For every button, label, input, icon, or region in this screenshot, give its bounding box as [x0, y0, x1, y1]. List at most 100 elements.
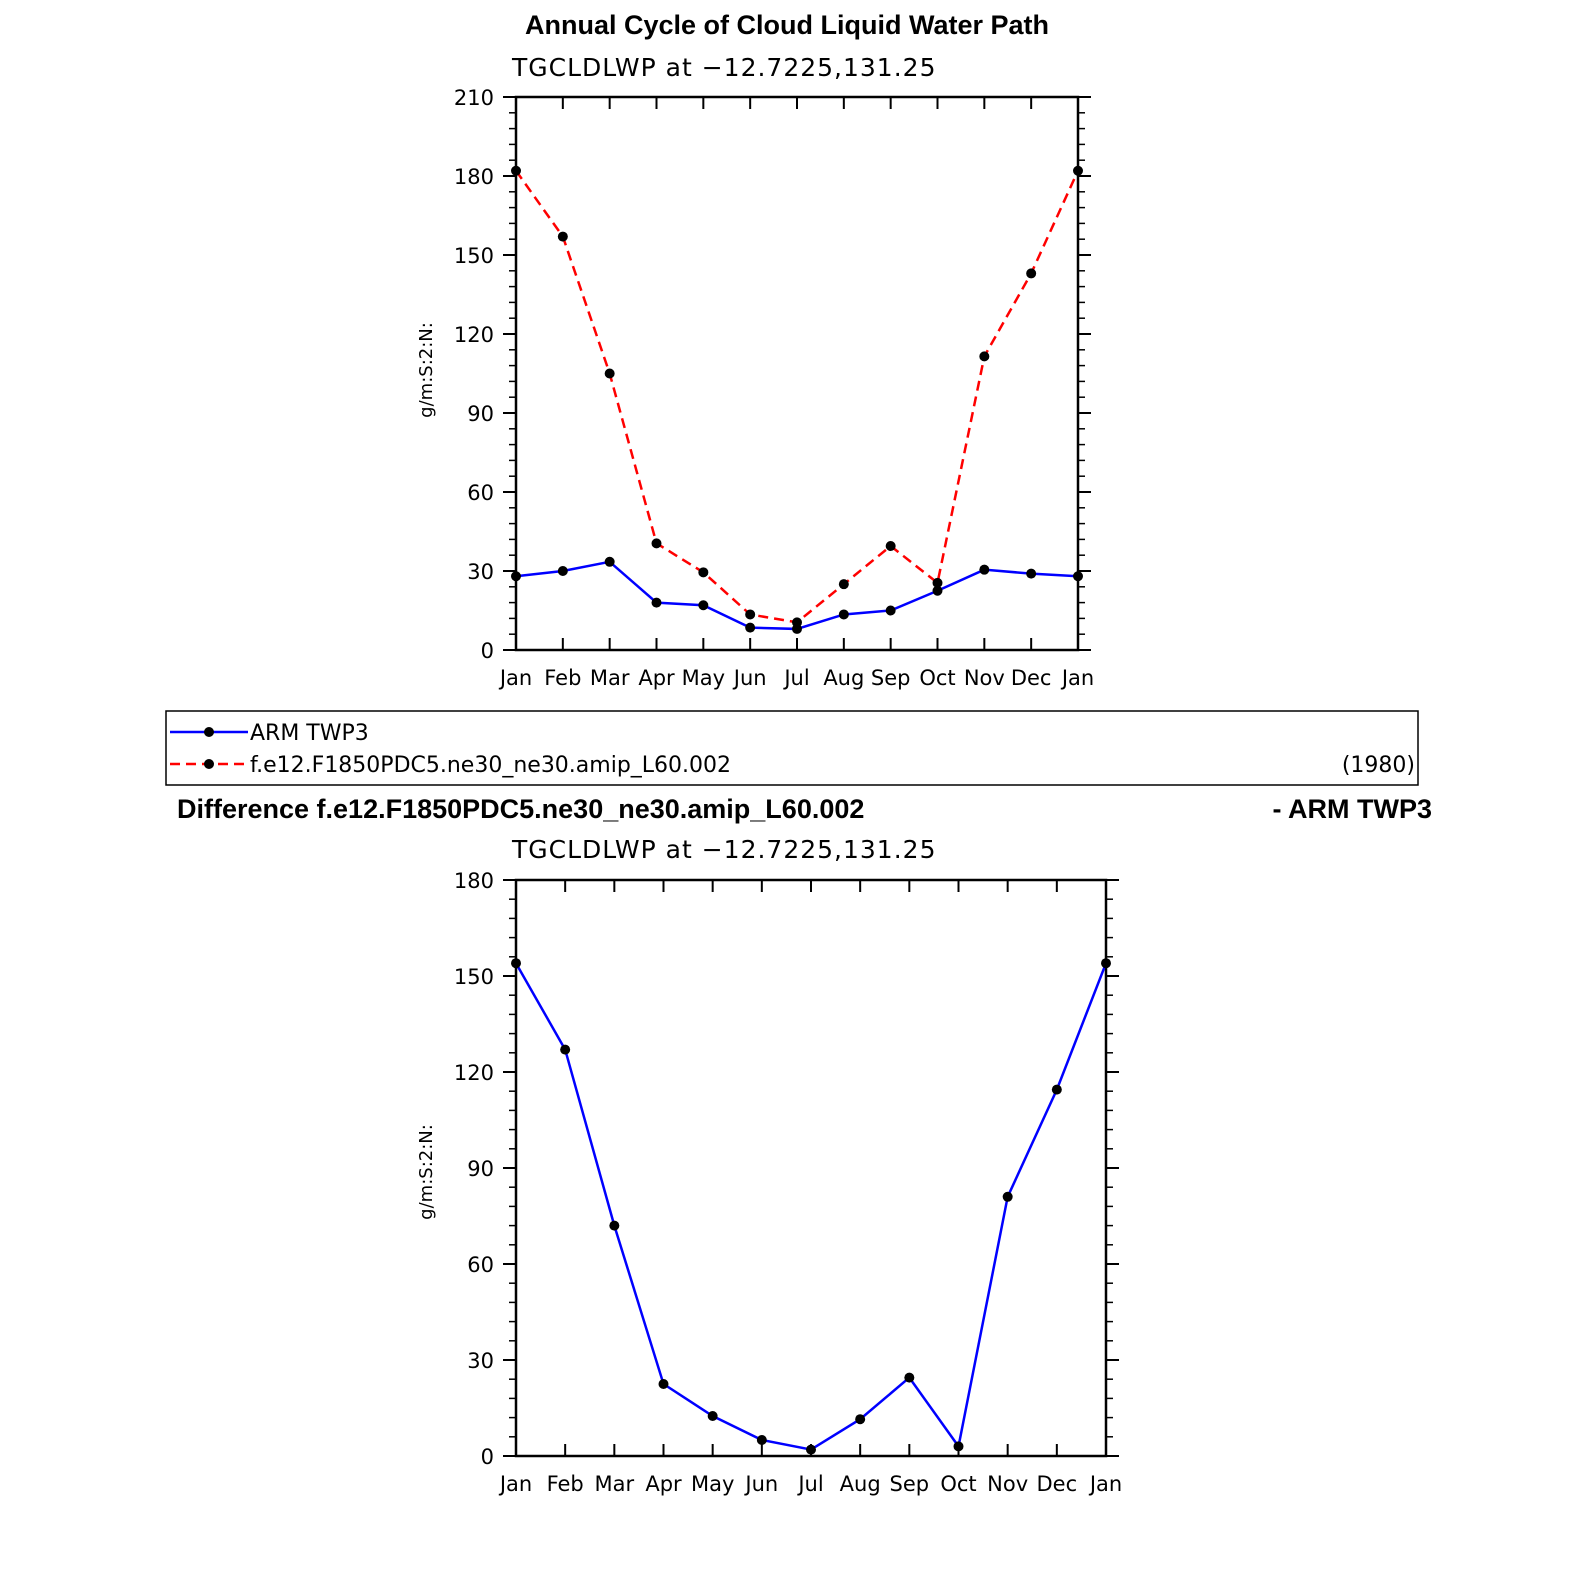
top-chart-subtitle: TGCLDLWP at −12.7225,131.25 [511, 53, 936, 82]
top-y-tick-label: 150 [454, 244, 494, 268]
legend-box [165, 710, 1419, 786]
bottom-series-0-point [609, 1220, 620, 1231]
bottom-x-tick-label: Oct [940, 1472, 976, 1496]
bottom-series-0-point [806, 1444, 816, 1455]
top-y-tick-label: 30 [467, 560, 494, 584]
top-series-1-point [792, 617, 802, 628]
bottom-x-tick-label: Jan [498, 1472, 532, 1496]
bottom-y-tick-label: 30 [467, 1349, 494, 1373]
top-x-tick-label: Dec [1011, 666, 1052, 690]
bottom-x-tick-label: May [691, 1472, 734, 1496]
bottom-x-tick-label: Apr [645, 1472, 682, 1496]
top-series-1-point [651, 538, 662, 549]
legend-note: (1980) [1342, 753, 1415, 778]
bottom-x-tick-label: Mar [595, 1472, 635, 1496]
bottom-chart-ylabel: g/m:S:2:N: [416, 1124, 437, 1220]
top-series-1-point [1026, 268, 1037, 279]
bottom-series-0-point [511, 958, 521, 969]
top-series-1-point [745, 609, 756, 620]
top-series-0-point [651, 597, 662, 608]
bottom-x-tick-label: Sep [890, 1472, 930, 1496]
legend-marker-arm [204, 727, 214, 737]
top-series-1-point [698, 567, 709, 578]
bottom-series-0-point [904, 1372, 915, 1383]
bottom-chart-plot: Jan Feb Mar Apr May Jun Jul Aug Sep Oct Nov Dec Jan0… [454, 869, 1122, 1496]
bottom-x-tick-label: Jun [743, 1472, 778, 1496]
legend-marker-model [204, 759, 214, 769]
top-x-tick-label: Jan [498, 666, 532, 690]
bottom-series-0-point [1002, 1191, 1013, 1202]
bottom-y-tick-label: 120 [454, 1061, 494, 1085]
bottom-chart-subtitle: TGCLDLWP at −12.7225,131.25 [511, 835, 936, 864]
bottom-y-tick-label: 0 [481, 1445, 494, 1469]
top-x-tick-label: Jul [782, 666, 809, 690]
top-x-tick-label: May [682, 666, 725, 690]
top-series-1-point [838, 579, 849, 590]
bottom-series-0-point [707, 1411, 718, 1421]
top-series-0-point [604, 556, 615, 567]
bottom-x-tick-label: Jul [796, 1472, 823, 1496]
bottom-y-tick-label: 90 [467, 1157, 494, 1181]
top-chart-title: Annual Cycle of Cloud Liquid Water Path [525, 10, 1049, 40]
bottom-chart-title-right: - ARM TWP3 [1273, 794, 1432, 824]
bottom-x-tick-label: Aug [840, 1472, 881, 1496]
bottom-series-0-point [560, 1044, 571, 1055]
top-series-0-point [698, 600, 709, 611]
bottom-y-tick-label: 150 [454, 965, 494, 989]
top-x-tick-label: Oct [919, 666, 955, 690]
top-x-tick-label: Mar [590, 666, 630, 690]
top-series-0-point [557, 566, 568, 576]
bottom-series-0-point [756, 1435, 767, 1445]
top-series-0-point [979, 564, 990, 575]
bottom-x-tick-label: Dec [1037, 1472, 1078, 1496]
top-series-0-point [1073, 571, 1083, 582]
bottom-y-tick-label: 60 [467, 1253, 494, 1277]
top-y-tick-label: 120 [454, 323, 494, 347]
top-plot-frame [514, 95, 1080, 652]
top-series-1-point [511, 165, 521, 176]
bottom-series-0-point [953, 1441, 964, 1452]
top-series-0-point [885, 605, 896, 616]
top-x-tick-label: Jun [732, 666, 767, 690]
legend: ARM TWP3 f.e12.F1850PDC5.ne30_ne30.amip_… [165, 710, 1419, 786]
top-x-tick-label: Aug [823, 666, 864, 690]
bottom-series-line-0 [514, 962, 1108, 1451]
bottom-plot-frame [514, 878, 1108, 1458]
top-series-line-1 [514, 170, 1080, 624]
top-y-tick-label: 90 [467, 402, 494, 426]
top-x-tick-label: Apr [638, 666, 675, 690]
bottom-series-0-point [855, 1414, 866, 1425]
top-y-tick-label: 180 [454, 165, 494, 189]
top-series-1-point [1073, 165, 1083, 176]
top-series-0-point [511, 571, 521, 582]
top-series-1-point [932, 577, 943, 588]
bottom-x-tick-label: Jan [1088, 1472, 1122, 1496]
bottom-x-tick-label: Nov [987, 1472, 1028, 1496]
bottom-series-0-point [658, 1379, 669, 1389]
top-series-1-point [885, 540, 896, 551]
bottom-series-0-point [1101, 958, 1111, 969]
top-y-tick-label: 210 [454, 86, 494, 110]
top-x-tick-label: Jan [1060, 666, 1094, 690]
top-series-0-point [932, 585, 943, 596]
top-x-tick-label: Sep [871, 666, 911, 690]
top-chart-ylabel: g/m:S:2:N: [416, 322, 437, 418]
bottom-chart-title: Difference f.e12.F1850PDC5.ne30_ne30.ami… [177, 794, 864, 824]
top-y-tick-label: 60 [467, 481, 494, 505]
top-series-1-point [979, 351, 990, 362]
bottom-series-0-point [1051, 1084, 1062, 1095]
top-series-1-point [604, 368, 615, 379]
legend-label-arm: ARM TWP3 [250, 721, 369, 746]
top-series-1-point [557, 231, 568, 242]
top-x-tick-label: Feb [544, 666, 581, 690]
bottom-y-tick-label: 180 [454, 869, 494, 893]
top-x-tick-label: Nov [964, 666, 1005, 690]
top-y-tick-label: 0 [481, 639, 494, 663]
top-series-0-point [745, 622, 756, 633]
bottom-x-tick-label: Feb [547, 1472, 584, 1496]
top-chart-plot: Jan Feb Mar Apr May Jun Jul Aug Sep Oct Nov Dec Jan0… [454, 86, 1094, 690]
legend-label-model: f.e12.F1850PDC5.ne30_ne30.amip_L60.002 [250, 753, 731, 778]
top-series-0-point [1026, 568, 1037, 579]
top-series-0-point [838, 609, 849, 620]
